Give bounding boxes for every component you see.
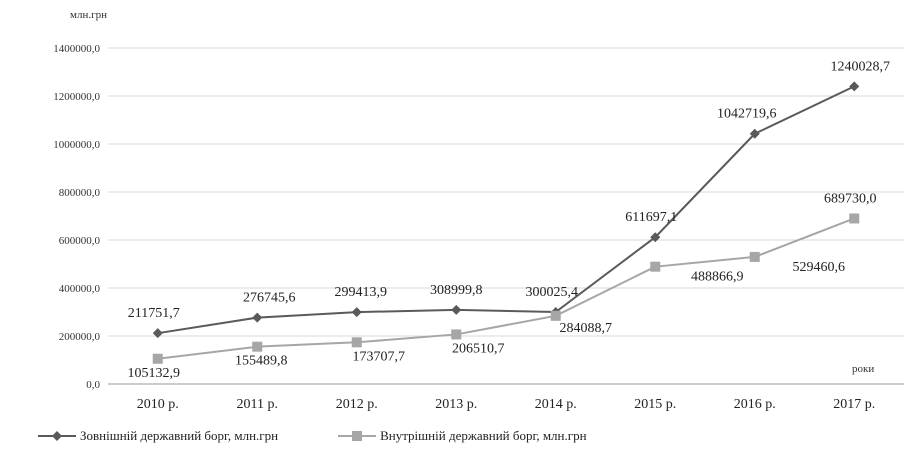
data-point	[152, 328, 163, 339]
data-point	[849, 81, 860, 92]
data-label: 689730,0	[824, 191, 877, 206]
y-tick-label: 800000,0	[59, 187, 101, 199]
x-axis-ticks: 2010 р. 2011 р. 2012 р. 2013 р. 2014 р. 2015 …	[137, 397, 876, 412]
data-label: 276745,6	[243, 291, 296, 306]
data-point	[152, 353, 163, 364]
data-label: 211751,7	[128, 306, 180, 321]
legend-diamond-marker-icon	[38, 431, 76, 441]
data-point	[252, 341, 263, 352]
series-lines	[152, 81, 860, 364]
x-tick-label: 2013 р.	[435, 397, 477, 412]
y-tick-label: 1200000,0	[53, 91, 100, 103]
data-point	[252, 312, 263, 323]
y-tick-label: 0,0	[86, 379, 100, 391]
data-point	[749, 251, 760, 262]
legend-label-internal: Внутрішній державний борг, млн.грн	[380, 428, 587, 443]
data-label: 300025,4	[526, 285, 579, 300]
data-point	[849, 213, 860, 224]
data-labels: 211751,7 276745,6 299413,9 308999,8 300025,4…	[128, 59, 891, 380]
series-line-1	[157, 85, 855, 335]
data-label: 299413,9	[335, 285, 388, 300]
y-tick-label: 600000,0	[59, 235, 101, 247]
y-tick-label: 1400000,0	[53, 43, 100, 55]
data-label: 529460,6	[793, 260, 846, 275]
legend-item-external: Зовнішній державний борг, млн.грн	[38, 428, 278, 444]
gridlines	[108, 47, 904, 385]
data-label: 488866,9	[691, 270, 744, 285]
data-label: 155489,8	[235, 354, 288, 369]
data-label: 611697,1	[625, 210, 677, 225]
series-line-2	[157, 217, 855, 360]
x-tick-label: 2016 р.	[734, 397, 776, 412]
y-tick-label: 200000,0	[59, 331, 101, 343]
x-axis-title: роки	[852, 363, 874, 375]
legend: Зовнішній державний борг, млн.грн Внутрі…	[38, 426, 898, 446]
data-point	[351, 337, 362, 348]
data-label: 1042719,6	[717, 107, 777, 122]
y-tick-label: 400000,0	[59, 283, 101, 295]
y-tick-label: 1000000,0	[53, 139, 100, 151]
x-tick-label: 2014 р.	[535, 397, 577, 412]
data-point	[451, 304, 462, 315]
data-point	[550, 310, 561, 321]
data-point	[650, 261, 661, 272]
line-chart: 0,0 200000,0 400000,0 600000,0 800000,0 10000…	[53, 9, 904, 412]
legend-square-marker-icon	[338, 431, 377, 441]
data-point	[650, 232, 661, 243]
y-axis-title: млн.грн	[70, 9, 107, 21]
x-tick-label: 2017 р.	[833, 397, 875, 412]
legend-item-internal: Внутрішній державний борг, млн.грн	[338, 428, 587, 444]
data-point	[451, 329, 462, 340]
x-tick-label: 2011 р.	[237, 397, 278, 412]
data-label: 206510,7	[452, 341, 505, 356]
data-point	[749, 128, 760, 139]
data-label: 105132,9	[128, 366, 181, 381]
data-label: 173707,7	[353, 349, 406, 364]
data-point	[351, 307, 362, 318]
legend-label-external: Зовнішній державний борг, млн.грн	[80, 428, 279, 443]
data-label: 308999,8	[430, 283, 483, 298]
x-tick-label: 2015 р.	[634, 397, 676, 412]
data-label: 284088,7	[560, 321, 613, 336]
data-label: 1240028,7	[831, 59, 891, 74]
x-tick-label: 2012 р.	[336, 397, 378, 412]
y-axis-ticks: 0,0 200000,0 400000,0 600000,0 800000,0 10000…	[53, 43, 100, 391]
x-tick-label: 2010 р.	[137, 397, 179, 412]
